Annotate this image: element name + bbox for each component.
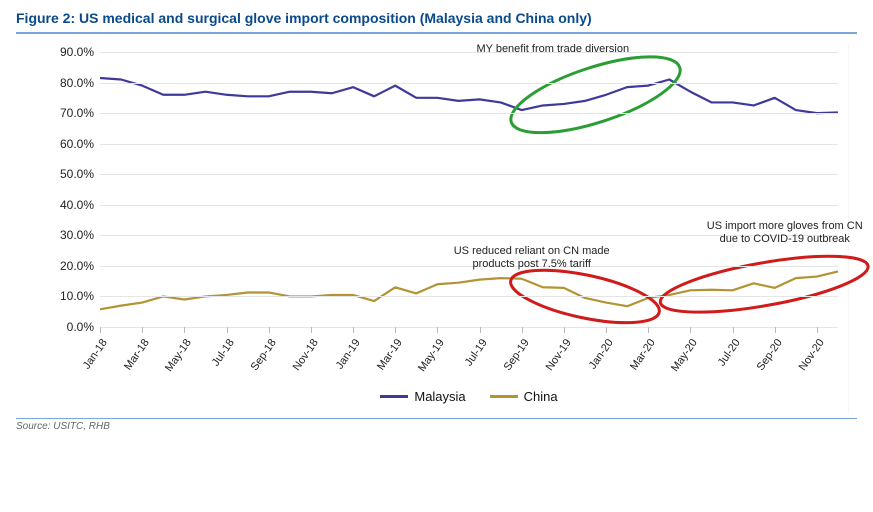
x-axis-tick-label: Sep-20 bbox=[754, 337, 784, 373]
x-axis-tick bbox=[733, 327, 734, 333]
y-axis-tick-label: 0.0% bbox=[67, 320, 100, 334]
y-axis-tick-label: 10.0% bbox=[60, 289, 100, 303]
x-axis-tick bbox=[775, 327, 776, 333]
x-axis-tick-label: Sep-18 bbox=[248, 337, 278, 373]
x-axis-tick-label: Jan-20 bbox=[587, 337, 616, 371]
x-axis-tick-label: Mar-18 bbox=[122, 337, 152, 372]
x-axis-tick bbox=[564, 327, 565, 333]
x-axis-tick bbox=[395, 327, 396, 333]
x-axis-tick bbox=[648, 327, 649, 333]
x-axis-tick bbox=[227, 327, 228, 333]
annotation-ellipse bbox=[503, 41, 688, 148]
x-axis-tick-label: Mar-20 bbox=[628, 337, 658, 372]
y-gridline bbox=[100, 205, 838, 206]
source-divider bbox=[16, 418, 857, 419]
x-axis-tick-label: Mar-19 bbox=[375, 337, 405, 372]
chart-svg bbox=[100, 52, 838, 327]
x-axis-tick bbox=[690, 327, 691, 333]
y-axis-tick-label: 70.0% bbox=[60, 106, 100, 120]
x-axis-tick-label: May-19 bbox=[416, 337, 447, 374]
legend-label: Malaysia bbox=[414, 389, 465, 404]
x-axis-tick-label: Jul-18 bbox=[209, 337, 236, 368]
y-gridline bbox=[100, 83, 838, 84]
y-gridline bbox=[100, 113, 838, 114]
legend-swatch bbox=[380, 395, 408, 398]
legend-label: China bbox=[524, 389, 558, 404]
y-gridline bbox=[100, 52, 838, 53]
y-axis-tick-label: 90.0% bbox=[60, 45, 100, 59]
x-axis-tick bbox=[184, 327, 185, 333]
x-axis-tick-label: Jan-18 bbox=[81, 337, 110, 371]
y-gridline bbox=[100, 296, 838, 297]
x-axis-tick-label: May-20 bbox=[669, 337, 700, 374]
x-axis-tick bbox=[817, 327, 818, 333]
y-axis-tick-label: 20.0% bbox=[60, 259, 100, 273]
figure-source: Source: USITC, RHB bbox=[0, 421, 873, 440]
annotation-ellipse bbox=[657, 245, 872, 324]
x-axis-tick bbox=[606, 327, 607, 333]
x-axis-tick bbox=[311, 327, 312, 333]
x-axis-tick-label: Nov-18 bbox=[290, 337, 320, 373]
y-gridline bbox=[100, 327, 838, 328]
y-axis-tick-label: 40.0% bbox=[60, 198, 100, 212]
line-chart: 0.0% 10.0% 20.0% 30.0% 40.0% 50.0% 60.0% 70.0% 8… bbox=[40, 44, 849, 414]
x-axis-tick-label: Jul-19 bbox=[462, 337, 489, 368]
series-china bbox=[100, 271, 838, 309]
x-axis-tick-label: May-18 bbox=[163, 337, 194, 374]
y-gridline bbox=[100, 266, 838, 267]
legend-item-malaysia: Malaysia bbox=[380, 389, 465, 404]
x-axis-tick-label: Jul-20 bbox=[715, 337, 742, 368]
y-gridline bbox=[100, 144, 838, 145]
y-axis-tick-label: 30.0% bbox=[60, 228, 100, 242]
y-gridline bbox=[100, 235, 838, 236]
x-axis-tick-label: Nov-20 bbox=[797, 337, 827, 373]
x-axis-tick-label: Sep-19 bbox=[501, 337, 531, 373]
x-axis-tick-label: Jan-19 bbox=[334, 337, 363, 371]
x-axis-tick bbox=[269, 327, 270, 333]
y-axis-tick-label: 50.0% bbox=[60, 167, 100, 181]
x-axis-tick bbox=[142, 327, 143, 333]
x-axis-tick bbox=[353, 327, 354, 333]
y-axis-tick-label: 60.0% bbox=[60, 137, 100, 151]
x-axis-tick bbox=[480, 327, 481, 333]
figure-container: Figure 2: US medical and surgical glove … bbox=[0, 0, 873, 512]
y-gridline bbox=[100, 174, 838, 175]
x-axis-tick bbox=[100, 327, 101, 333]
title-divider bbox=[16, 32, 857, 34]
x-axis-tick bbox=[522, 327, 523, 333]
x-axis-tick-label: Nov-19 bbox=[544, 337, 574, 373]
x-axis-tick bbox=[437, 327, 438, 333]
legend-swatch bbox=[490, 395, 518, 398]
legend-item-china: China bbox=[490, 389, 558, 404]
plot-area: 0.0%10.0%20.0%30.0%40.0%50.0%60.0%70.0%8… bbox=[100, 52, 838, 327]
figure-title: Figure 2: US medical and surgical glove … bbox=[0, 0, 873, 32]
y-axis-tick-label: 80.0% bbox=[60, 76, 100, 90]
chart-legend: Malaysia China bbox=[100, 389, 838, 404]
